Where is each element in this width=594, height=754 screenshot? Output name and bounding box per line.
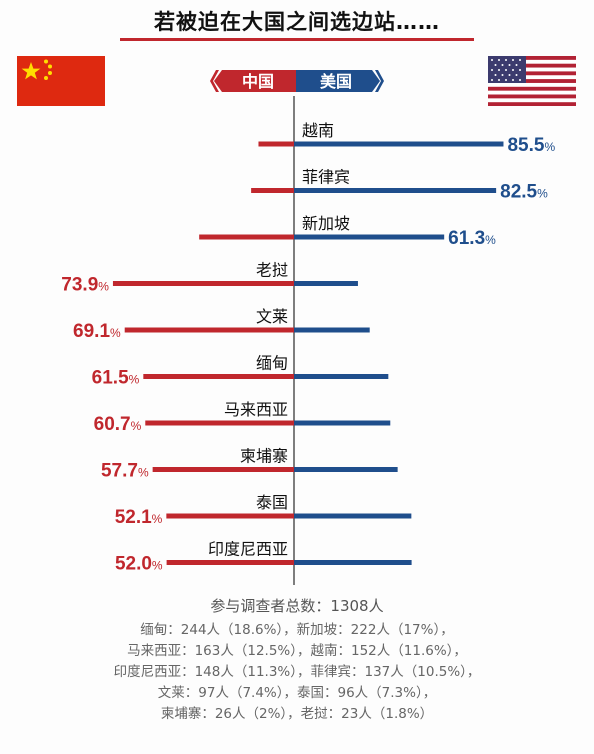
china-bar — [124, 327, 294, 333]
category-label: 泰国 — [256, 493, 288, 512]
data-label: 69.1% — [73, 321, 121, 342]
footer-line: 缅甸：244人（18.6%），新加坡：222人（17%）， — [140, 622, 454, 638]
usa-bar — [294, 560, 412, 565]
china-bar — [166, 513, 294, 519]
data-label: 73.9% — [61, 275, 109, 296]
usa-bar — [294, 281, 358, 286]
data-label: 85.5% — [507, 135, 555, 156]
legend-usa-label: 美国 — [320, 72, 352, 91]
data-label: 61.3% — [448, 228, 496, 249]
data-label: 57.7% — [101, 461, 149, 482]
china-bar — [166, 560, 294, 565]
usa-bar — [294, 188, 497, 193]
diverging-bar-chart: 越南 85.5% 菲律宾 82.5% 新加坡 61.3% 老挝 73.9% 文莱 69.1% 缅甸 6… — [61, 96, 555, 585]
china-bar — [258, 141, 294, 147]
data-label: 52.1% — [115, 507, 163, 528]
usa-bar — [294, 513, 412, 519]
legend-china-label: 中国 — [242, 72, 274, 91]
footer-line: 文莱：97人（7.4%），泰国：96人（7.3%）， — [157, 685, 437, 701]
china-bar — [152, 467, 294, 472]
china-flag-icon — [17, 56, 105, 106]
footer-line: 柬埔寨：26人（2%），老挝：23人（1.8%） — [160, 706, 434, 722]
legend-china-swatch — [214, 70, 296, 92]
footer-line: 马来西亚：163人（12.5%），越南：152人（11.6%）， — [127, 643, 467, 659]
usa-bar — [294, 234, 445, 240]
data-label: 82.5% — [500, 182, 548, 203]
category-label: 越南 — [302, 121, 334, 140]
china-bar — [251, 188, 294, 193]
data-label: 61.5% — [92, 368, 140, 389]
category-label: 菲律宾 — [302, 168, 350, 187]
legend-badge: 中国 美国 — [210, 70, 384, 92]
usa-bar — [294, 141, 504, 147]
data-label: 60.7% — [94, 414, 142, 435]
china-bar — [112, 281, 294, 286]
category-label: 老挝 — [256, 261, 288, 280]
footer-total: 参与调查者总数：1308人 — [210, 597, 384, 615]
footer-line: 印度尼西亚：148人（11.3%），菲律宾：137人（10.5%）， — [113, 664, 481, 680]
category-label: 柬埔寨 — [240, 447, 288, 466]
china-bar — [143, 374, 294, 379]
category-label: 马来西亚 — [224, 400, 288, 419]
category-label: 新加坡 — [302, 214, 350, 233]
category-label: 缅甸 — [256, 354, 288, 373]
usa-flag-icon — [488, 56, 576, 106]
category-label: 文莱 — [256, 307, 288, 326]
data-label: 52.0% — [115, 554, 163, 575]
usa-bar — [294, 374, 389, 379]
page-title: 若被迫在大国之间选边站…… — [154, 10, 440, 34]
usa-bar — [294, 467, 398, 472]
title-underline — [120, 38, 474, 41]
usa-bar — [294, 420, 391, 426]
category-label: 印度尼西亚 — [208, 540, 288, 559]
legend-usa-swatch — [296, 70, 380, 92]
usa-bar — [294, 327, 370, 333]
china-bar — [145, 420, 294, 426]
footer-breakdown: 缅甸：244人（18.6%），新加坡：222人（17%）， 马来西亚：163人（… — [0, 620, 594, 725]
china-bar — [199, 234, 294, 240]
